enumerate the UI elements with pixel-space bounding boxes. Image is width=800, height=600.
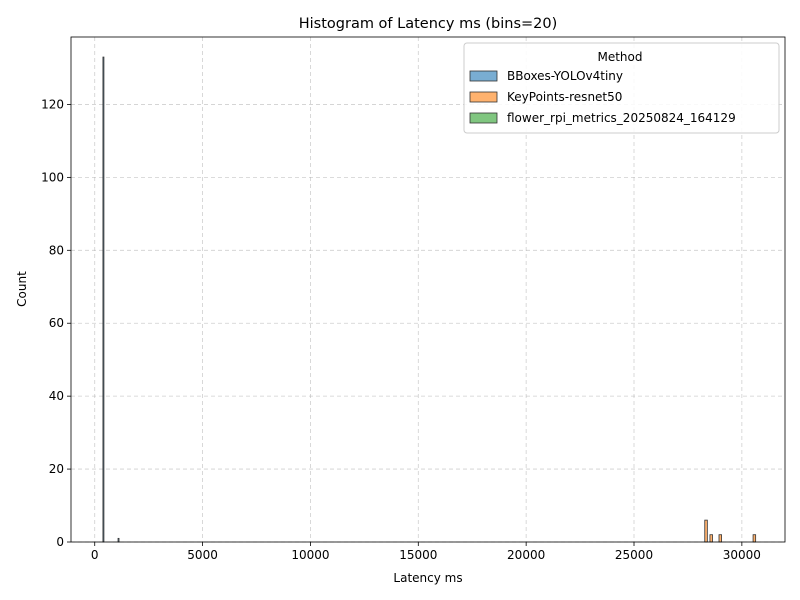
x-tick-label: 10000 [291,548,329,562]
y-tick-label: 20 [49,462,64,476]
histogram-bar-0-1 [117,537,120,543]
x-axis-label: Latency ms [393,571,462,585]
legend-swatch-flower [469,112,498,124]
x-tick-label: 25000 [615,548,653,562]
legend-title: Method [597,50,642,64]
y-tick-label: 0 [56,535,64,549]
y-tick-label: 40 [49,389,64,403]
plot-frame [70,36,786,543]
x-tick-label: 30000 [723,548,761,562]
x-tick-label: 20000 [507,548,545,562]
histogram-bar-0-0 [102,56,105,543]
histogram-bar-1-2 [718,534,722,543]
legend-swatch-keypoints [469,91,498,103]
y-tick-label: 60 [49,316,64,330]
legend-box [463,42,780,134]
legend: Method BBoxes-YOLOv4tiny KeyPoints-resne… [463,42,780,134]
histogram-bar-1-0 [704,519,708,543]
x-axis-ticks: 0 5000 10000 15000 20000 25000 30000 [91,542,761,562]
legend-label-keypoints: KeyPoints-resnet50 [507,90,622,104]
x-tick-label: 0 [91,548,99,562]
y-tick-label: 100 [41,170,64,184]
legend-swatch-bboxes [469,70,498,82]
x-tick-label: 5000 [187,548,218,562]
legend-label-flower: flower_rpi_metrics_20250824_164129 [507,111,736,125]
legend-label-bboxes: BBoxes-YOLOv4tiny [507,69,623,83]
x-tick-label: 15000 [399,548,437,562]
y-axis-ticks: 0 20 40 60 80 100 120 [41,97,71,549]
histogram-bar-1-3 [752,534,757,543]
y-tick-label: 80 [49,243,64,257]
y-axis-label: Count [15,271,29,307]
chart-title: Histogram of Latency ms (bins=20) [299,16,558,32]
y-tick-label: 120 [41,97,64,111]
histogram-bar-1-1 [709,534,713,543]
